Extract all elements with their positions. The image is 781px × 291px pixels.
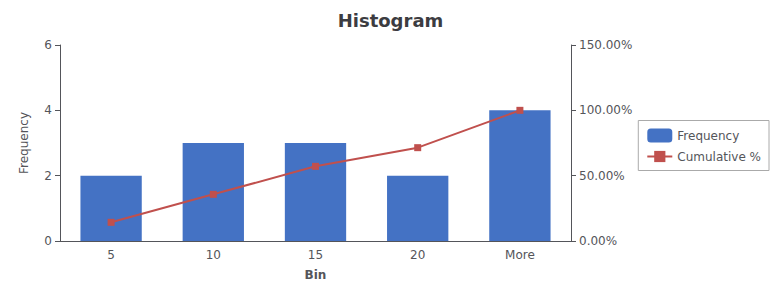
svg-text:Bin: Bin	[305, 268, 327, 282]
svg-text:0.00%: 0.00%	[579, 234, 617, 248]
svg-text:Frequency: Frequency	[677, 129, 739, 143]
svg-text:50.00%: 50.00%	[579, 169, 625, 183]
svg-text:Histogram: Histogram	[338, 10, 444, 31]
svg-text:6: 6	[44, 38, 52, 52]
svg-text:100.00%: 100.00%	[579, 103, 632, 117]
svg-text:More: More	[505, 248, 535, 262]
svg-text:Frequency: Frequency	[17, 112, 31, 174]
svg-text:150.00%: 150.00%	[579, 38, 632, 52]
svg-text:0: 0	[44, 234, 52, 248]
svg-text:Cumulative %: Cumulative %	[677, 150, 761, 164]
svg-text:10: 10	[206, 248, 221, 262]
svg-text:4: 4	[44, 103, 52, 117]
svg-text:5: 5	[107, 248, 115, 262]
svg-text:20: 20	[410, 248, 425, 262]
svg-text:15: 15	[308, 248, 323, 262]
svg-text:2: 2	[44, 169, 52, 183]
